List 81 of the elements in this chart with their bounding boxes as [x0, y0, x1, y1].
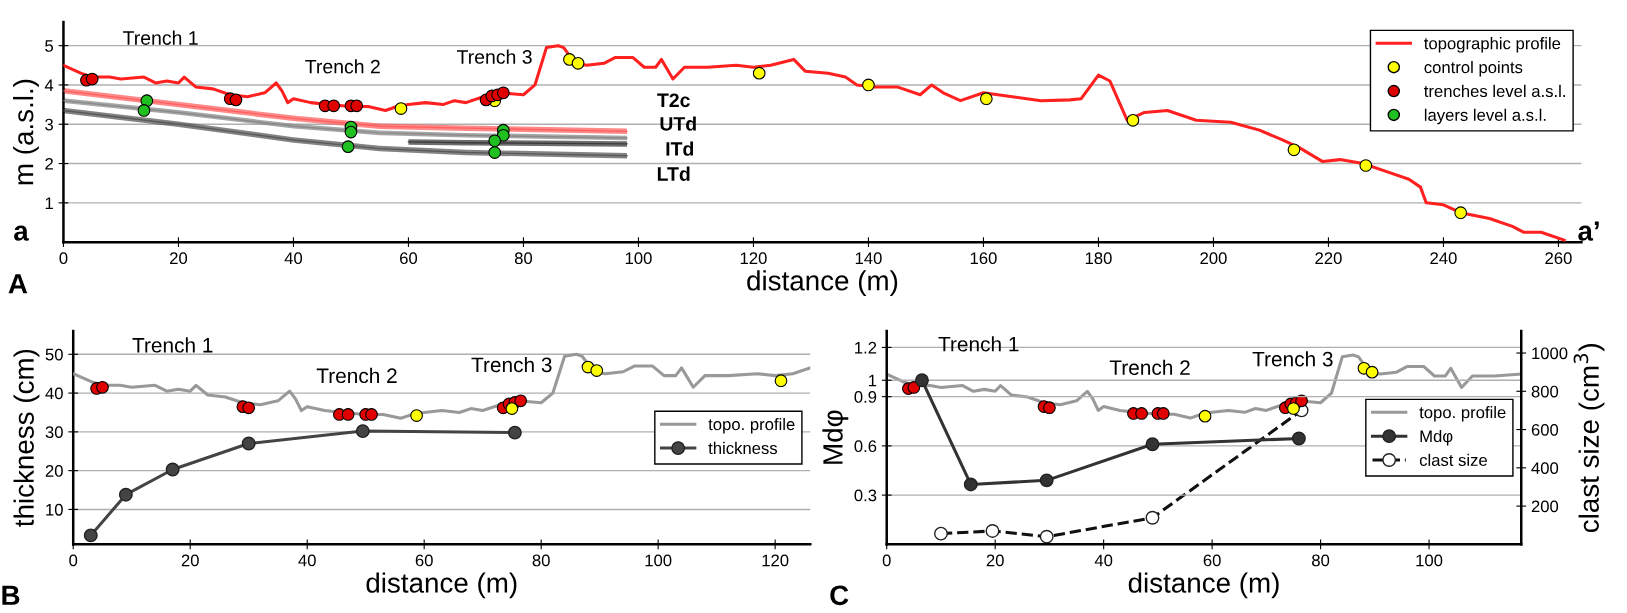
y-axis-title: m (a.s.l.): [13, 79, 39, 185]
y2-tick-label: 1000: [1532, 347, 1568, 360]
annotation: Trench 3: [471, 356, 552, 373]
x-axis-title: distance (m): [1128, 572, 1279, 599]
text: C: [830, 585, 849, 606]
y-axis-title: thickness (cm): [13, 349, 40, 527]
x-tick-label: 0: [882, 554, 891, 567]
x-tick-label: 200: [1200, 252, 1227, 265]
y-tick-label: 40: [45, 387, 63, 400]
x-tick-label: 120: [740, 252, 767, 265]
y-tick-label: 0.3: [854, 489, 877, 502]
annotation: a’: [1578, 221, 1599, 241]
legend-label: control points: [1424, 60, 1523, 77]
y-axis-title: Mdφ: [822, 410, 849, 464]
annotation: Trench 1: [132, 337, 213, 353]
y2-tick-label: 400: [1531, 462, 1559, 475]
annotation: UTd: [660, 116, 696, 131]
x-tick-label: 140: [855, 252, 882, 265]
x-tick-label: 80: [1312, 554, 1330, 567]
text: B: [2, 585, 20, 605]
y-tick-label: 1.2: [855, 341, 877, 354]
y-tick-label: 30: [45, 426, 63, 439]
x-tick-label: 100: [645, 554, 672, 567]
y-tick-label: 1: [869, 374, 877, 387]
x-tick-label: 20: [170, 252, 188, 265]
x-tick-label: 40: [298, 554, 316, 567]
x-tick-label: 0: [69, 554, 78, 567]
legend-label: layers level a.s.l.: [1424, 108, 1546, 125]
x-tick-label: 100: [1416, 554, 1443, 567]
y-tick-label: 4: [44, 79, 54, 91]
x-tick-label: 80: [514, 252, 533, 265]
annotation: Trench 1: [938, 336, 1019, 352]
legend-label: clast size: [1419, 453, 1487, 467]
annotation: Trench 2: [305, 59, 380, 74]
legend-label: trenches level a.s.l.: [1424, 84, 1565, 98]
annotation: T2c: [657, 93, 690, 108]
x-axis-title: distance (m): [747, 270, 898, 297]
legend-label: topographic profile: [1424, 37, 1561, 53]
annotation: Trench 2: [1109, 359, 1190, 376]
x-tick-label: 80: [532, 554, 550, 567]
x-tick-label: 160: [970, 252, 997, 265]
annotation: ITd: [666, 141, 694, 156]
y-tick-label: 0.6: [854, 440, 877, 453]
x-tick-label: 180: [1085, 252, 1112, 265]
y-tick-label: 50: [45, 348, 63, 361]
x-tick-label: 220: [1315, 252, 1342, 265]
x-tick-label: 0: [59, 252, 68, 265]
x-tick-label: 20: [181, 554, 199, 567]
x-tick-label: 40: [1094, 554, 1113, 567]
x-tick-label: 60: [400, 252, 418, 265]
x-tick-label: 60: [415, 554, 433, 567]
x-axis-title: distance (m): [366, 572, 517, 599]
annotation: Trench 1: [123, 30, 198, 45]
x-tick-label: 100: [625, 252, 652, 265]
y-tick-label: 5: [45, 40, 54, 52]
y-tick-label: 0.9: [854, 391, 877, 403]
y-tick-label: 20: [45, 465, 63, 477]
x-tick-label: 120: [762, 554, 789, 567]
legend-label: topo. profile: [1419, 406, 1506, 422]
x-tick-label: 40: [284, 252, 303, 265]
y2-axis-title: clast size (cm$^{3}$): [1573, 344, 1605, 533]
legend-label: Mdφ: [1420, 429, 1453, 446]
x-tick-label: 60: [1203, 554, 1221, 567]
annotation: Trench 3: [457, 49, 532, 64]
y2-tick-label: 600: [1531, 423, 1559, 436]
y-tick-label: 2: [45, 157, 53, 170]
y2-tick-label: 800: [1531, 385, 1559, 398]
x-tick-label: 20: [986, 554, 1004, 567]
y-tick-label: 1: [45, 197, 53, 209]
text: a: [14, 225, 29, 241]
annotation: Trench 2: [316, 367, 397, 384]
y2-tick-label: 200: [1531, 500, 1559, 513]
legend-label: thickness: [708, 441, 778, 455]
annotation: Trench 3: [1252, 351, 1333, 367]
text: A: [8, 274, 28, 294]
x-tick-label: 240: [1430, 252, 1457, 265]
annotation: LTd: [657, 166, 690, 181]
legend-label: topo. profile: [708, 417, 795, 434]
x-tick-label: 260: [1545, 252, 1572, 265]
y-tick-label: 10: [46, 503, 63, 516]
y-tick-label: 3: [45, 118, 53, 131]
